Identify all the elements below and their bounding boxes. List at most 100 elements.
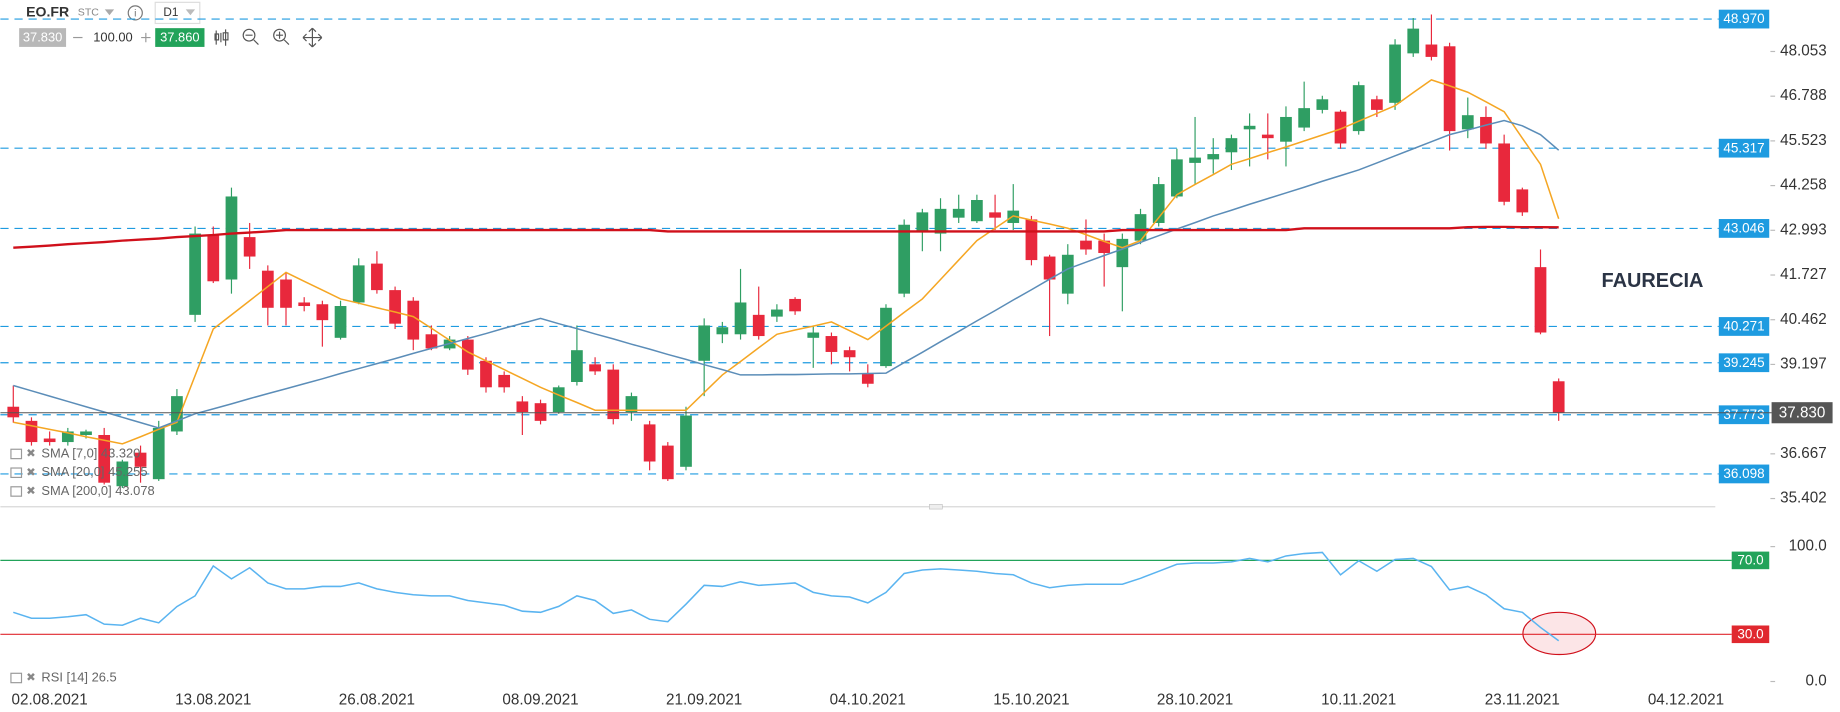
candle-body [425, 334, 438, 349]
zoom-in-glyph [276, 31, 290, 45]
level-box [1718, 138, 1770, 158]
bid-box[interactable] [19, 28, 67, 47]
candle-body [1552, 381, 1565, 413]
zoom-out-icon[interactable] [242, 28, 256, 42]
level-label: 39.245 [1723, 355, 1764, 370]
candle-body [698, 325, 711, 361]
x-tick-label: 04.12.2021 [1648, 691, 1724, 708]
candle-body [261, 270, 274, 308]
candle-body [43, 438, 56, 443]
indicator-line [13, 119, 1560, 429]
level-label: 43.046 [1723, 221, 1764, 236]
candle-body [371, 263, 383, 291]
candle-body [498, 374, 511, 388]
candle-body [171, 396, 183, 432]
y-tick-label: 42.993 [1780, 221, 1827, 238]
candle-body [952, 208, 965, 218]
candle-body [243, 237, 256, 257]
candle-body [1116, 238, 1129, 268]
candle-body [843, 350, 856, 358]
timeframe-arrow [185, 9, 196, 16]
y-tick-label: 39.197 [1780, 355, 1827, 372]
y-tick-label: 41.727 [1780, 266, 1827, 283]
candle-body [571, 350, 583, 382]
candle-body [825, 336, 838, 352]
chart-type-icon[interactable] [214, 29, 229, 46]
candle-body [971, 200, 983, 222]
x-tick-label: 04.10.2021 [830, 691, 906, 708]
candle-body [407, 300, 420, 340]
zoom-in-icon[interactable] [273, 28, 287, 42]
y-tick-label: 36.667 [1780, 445, 1827, 462]
pane-resize-handle[interactable] [929, 504, 943, 510]
candle-body [1225, 138, 1238, 153]
level-box [1731, 625, 1770, 644]
legend-icon [10, 448, 23, 460]
candle-body [1425, 44, 1438, 57]
legend-label: SMA [200,0] 43.078 [41, 483, 154, 498]
ask-box[interactable] [155, 28, 205, 47]
candle-body [789, 298, 801, 312]
candle-body [661, 445, 674, 480]
exchange: STC [78, 7, 99, 19]
dropdown-arrow[interactable] [104, 9, 115, 16]
candle-body [552, 387, 565, 413]
candle-body [752, 314, 765, 337]
candle-body [1061, 254, 1074, 294]
info-icon[interactable] [127, 5, 143, 21]
level-label: 45.317 [1723, 140, 1764, 155]
legend-label: SMA [20,0] 45.255 [41, 464, 147, 479]
legend-close: ✖ [26, 447, 36, 460]
candle-body [334, 306, 347, 338]
candle-body [25, 420, 38, 443]
candle-body [643, 424, 656, 462]
volume[interactable]: 100.00 [93, 30, 132, 45]
candle-body [1516, 189, 1529, 213]
candle-body [1389, 44, 1401, 103]
candle-body [1261, 134, 1274, 139]
pan-icon[interactable] [302, 27, 323, 48]
x-tick-label: 10.11.2021 [1321, 691, 1396, 708]
level-box [1718, 353, 1770, 373]
candle-body [1280, 116, 1292, 142]
candle-body [861, 373, 874, 384]
zoom-out-glyph [245, 34, 259, 45]
candle-body [298, 302, 311, 307]
candle-body [1189, 157, 1201, 163]
timeframe: D1 [163, 6, 178, 19]
candle-body [898, 224, 911, 294]
candle-body [1407, 28, 1420, 54]
bid: 37.830 [23, 30, 62, 45]
level-box [1718, 405, 1770, 425]
candle-body [480, 360, 492, 388]
plus[interactable] [141, 32, 151, 43]
y-tick-label: 45.523 [1780, 132, 1827, 149]
toolbar: EO.FR STC i D1 37.830 100.00 37.860 [19, 1, 323, 48]
symbol[interactable]: EO.FR [26, 4, 69, 20]
level-box [1731, 551, 1770, 570]
legend-close: ✖ [26, 485, 36, 498]
x-tick-label: 15.10.2021 [993, 691, 1069, 708]
candle-body [316, 304, 329, 321]
plot-area: 35.402 36.667 39.197 40.462 41.727 42.993 44.2… [0, 9, 1833, 708]
candle-body [1134, 214, 1147, 241]
candle-body [80, 431, 92, 435]
level-label: 40.271 [1723, 319, 1764, 334]
candle-body [134, 452, 147, 467]
x-tick-label: 23.11.2021 [1485, 691, 1560, 708]
y-tick-label: 48.053 [1780, 43, 1827, 60]
candle-body [152, 427, 165, 480]
candle-body [61, 431, 74, 443]
candle-body [607, 369, 620, 420]
indicator-line [13, 225, 1559, 249]
level-label: 36.098 [1723, 466, 1764, 481]
x-tick-label: 13.08.2021 [175, 691, 251, 708]
indicator-line [13, 551, 1560, 642]
y-tick-label: 40.462 [1780, 311, 1827, 328]
ask: 37.860 [160, 30, 199, 45]
candle-body [116, 461, 129, 487]
candle-body [934, 208, 947, 234]
candle-body [1498, 143, 1511, 202]
timeframe-box[interactable] [154, 1, 201, 25]
